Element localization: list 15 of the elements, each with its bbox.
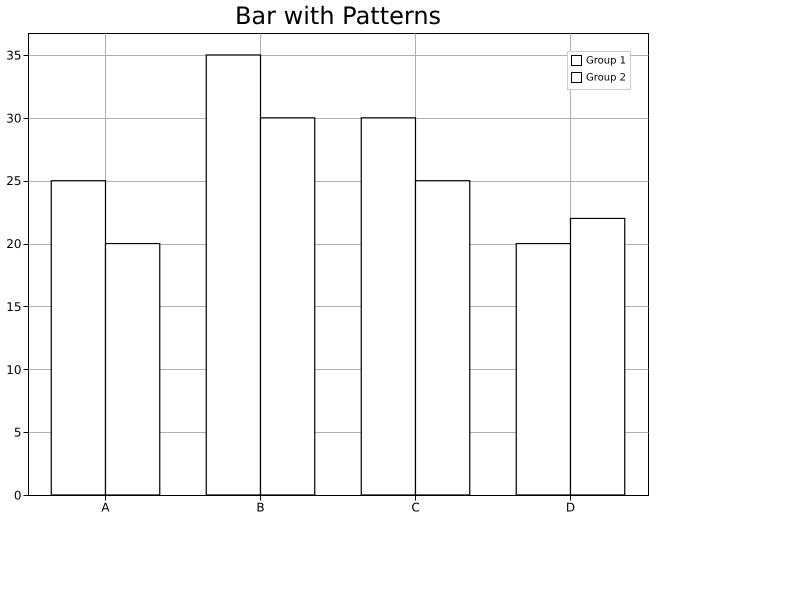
y-tick-label: 30 [6,111,22,126]
y-tick-label: 35 [6,48,22,62]
x-tick-label: C [411,500,420,514]
legend-label: Group 2 [586,72,626,84]
x-tick-label: D [566,500,576,514]
y-tick-label: 20 [6,237,22,252]
y-tick-label: 0 [14,488,22,502]
x-tick-label: A [101,500,110,514]
chart-title: Bar with Patterns [234,2,442,30]
y-tick-label: 10 [6,362,22,377]
y-tick-label: 15 [6,300,22,314]
legend-label: Group 1 [586,56,626,66]
y-tick-label: 25 [6,174,22,188]
y-tick-label: 5 [14,426,22,440]
x-tick-label: B [256,500,265,514]
